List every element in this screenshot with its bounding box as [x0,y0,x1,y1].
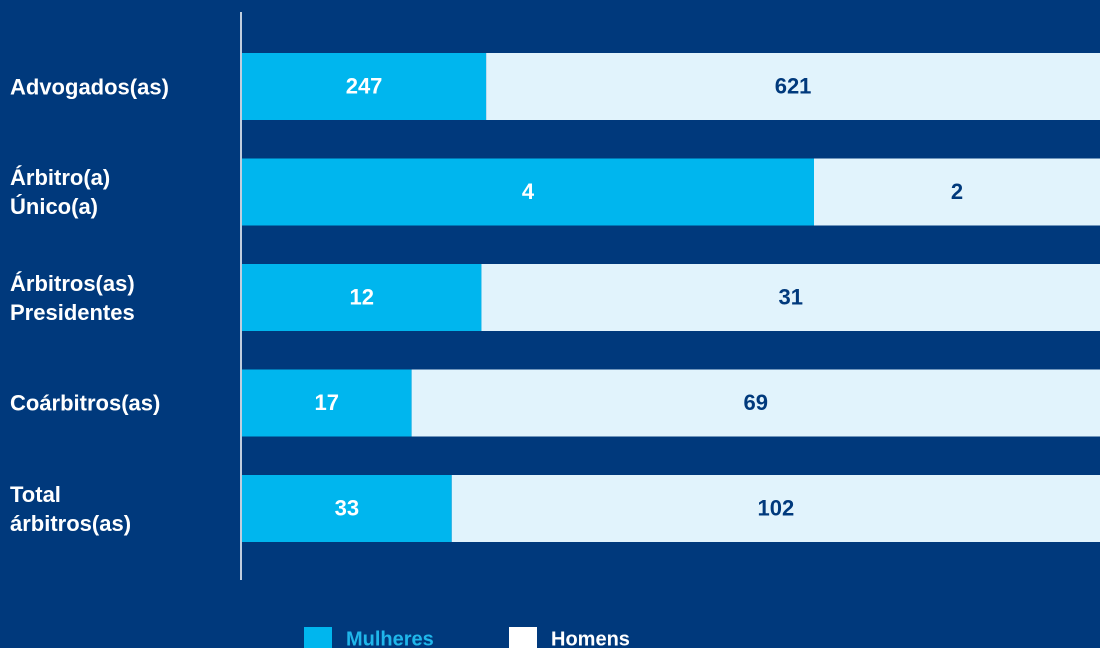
legend-label: Mulheres [346,628,434,648]
legend-swatch [304,627,332,648]
value-label: 33 [335,495,359,520]
bar-segment [814,158,1100,226]
value-label: 102 [758,495,795,520]
value-label: 621 [775,73,812,98]
legend-label: Homens [551,628,630,648]
value-label: 31 [778,284,802,309]
category-label: Árbitros(as) Presidentes [10,270,135,325]
legend-swatch [509,627,537,648]
value-label: 69 [744,390,768,415]
value-label: 247 [346,73,383,98]
category-label: Total árbitros(as) [10,481,132,536]
value-label: 17 [315,390,339,415]
bar-segment [486,53,1100,120]
bar-segment [451,475,1100,542]
bar-segment [242,475,452,542]
bar-segment [481,264,1100,331]
value-label: 2 [951,179,963,204]
category-label: Árbitro(a) Único(a) [10,165,111,219]
value-label: 12 [349,284,373,309]
bar-segment [242,53,487,120]
bar-segment [242,369,412,437]
category-label: Advogados(as) [10,74,169,99]
bar-segment [411,369,1100,437]
bar-segment [242,158,814,226]
value-label: 4 [522,179,535,204]
category-label: Coárbitros(as) [10,390,161,416]
bar-segment [242,264,482,331]
